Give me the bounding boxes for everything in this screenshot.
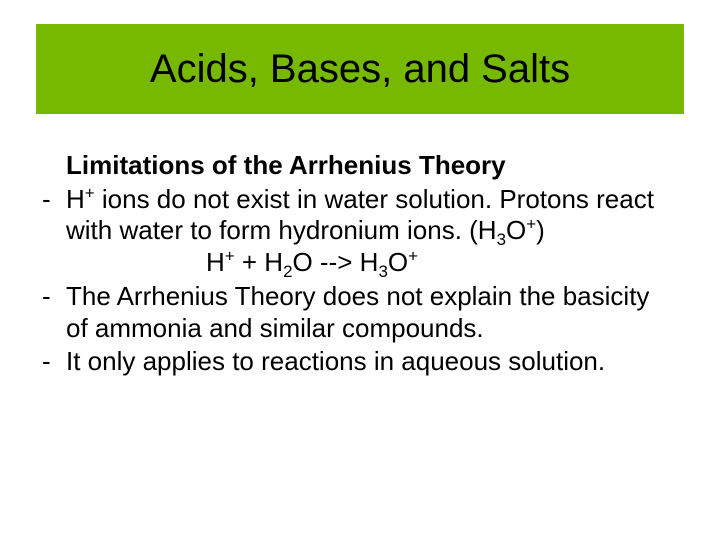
bullet-text: It only applies to reactions in aqueous … (66, 346, 678, 378)
equation: H+ + H2O --> H3O+ (206, 247, 678, 279)
bullet-line: The Arrhenius Theory does not explain th… (66, 281, 649, 343)
list-item: - H+ ions do not exist in water solution… (42, 184, 678, 279)
body-subtitle: Limitations of the Arrhenius Theory (66, 150, 678, 182)
title-band: Acids, Bases, and Salts (36, 24, 684, 114)
bullet-dash: - (42, 184, 66, 279)
slide-body: Limitations of the Arrhenius Theory - H+… (42, 150, 678, 378)
list-item: - It only applies to reactions in aqueou… (42, 346, 678, 378)
bullet-line: It only applies to reactions in aqueous … (66, 346, 605, 376)
slide-title: Acids, Bases, and Salts (150, 47, 570, 92)
bullet-text: H+ ions do not exist in water solution. … (66, 184, 678, 279)
list-item: - The Arrhenius Theory does not explain … (42, 281, 678, 344)
bullet-line: H+ ions do not exist in water solution. … (66, 184, 654, 246)
bullet-dash: - (42, 346, 66, 378)
slide: Acids, Bases, and Salts Limitations of t… (0, 0, 720, 540)
bullet-dash: - (42, 281, 66, 344)
bullet-text: The Arrhenius Theory does not explain th… (66, 281, 678, 344)
